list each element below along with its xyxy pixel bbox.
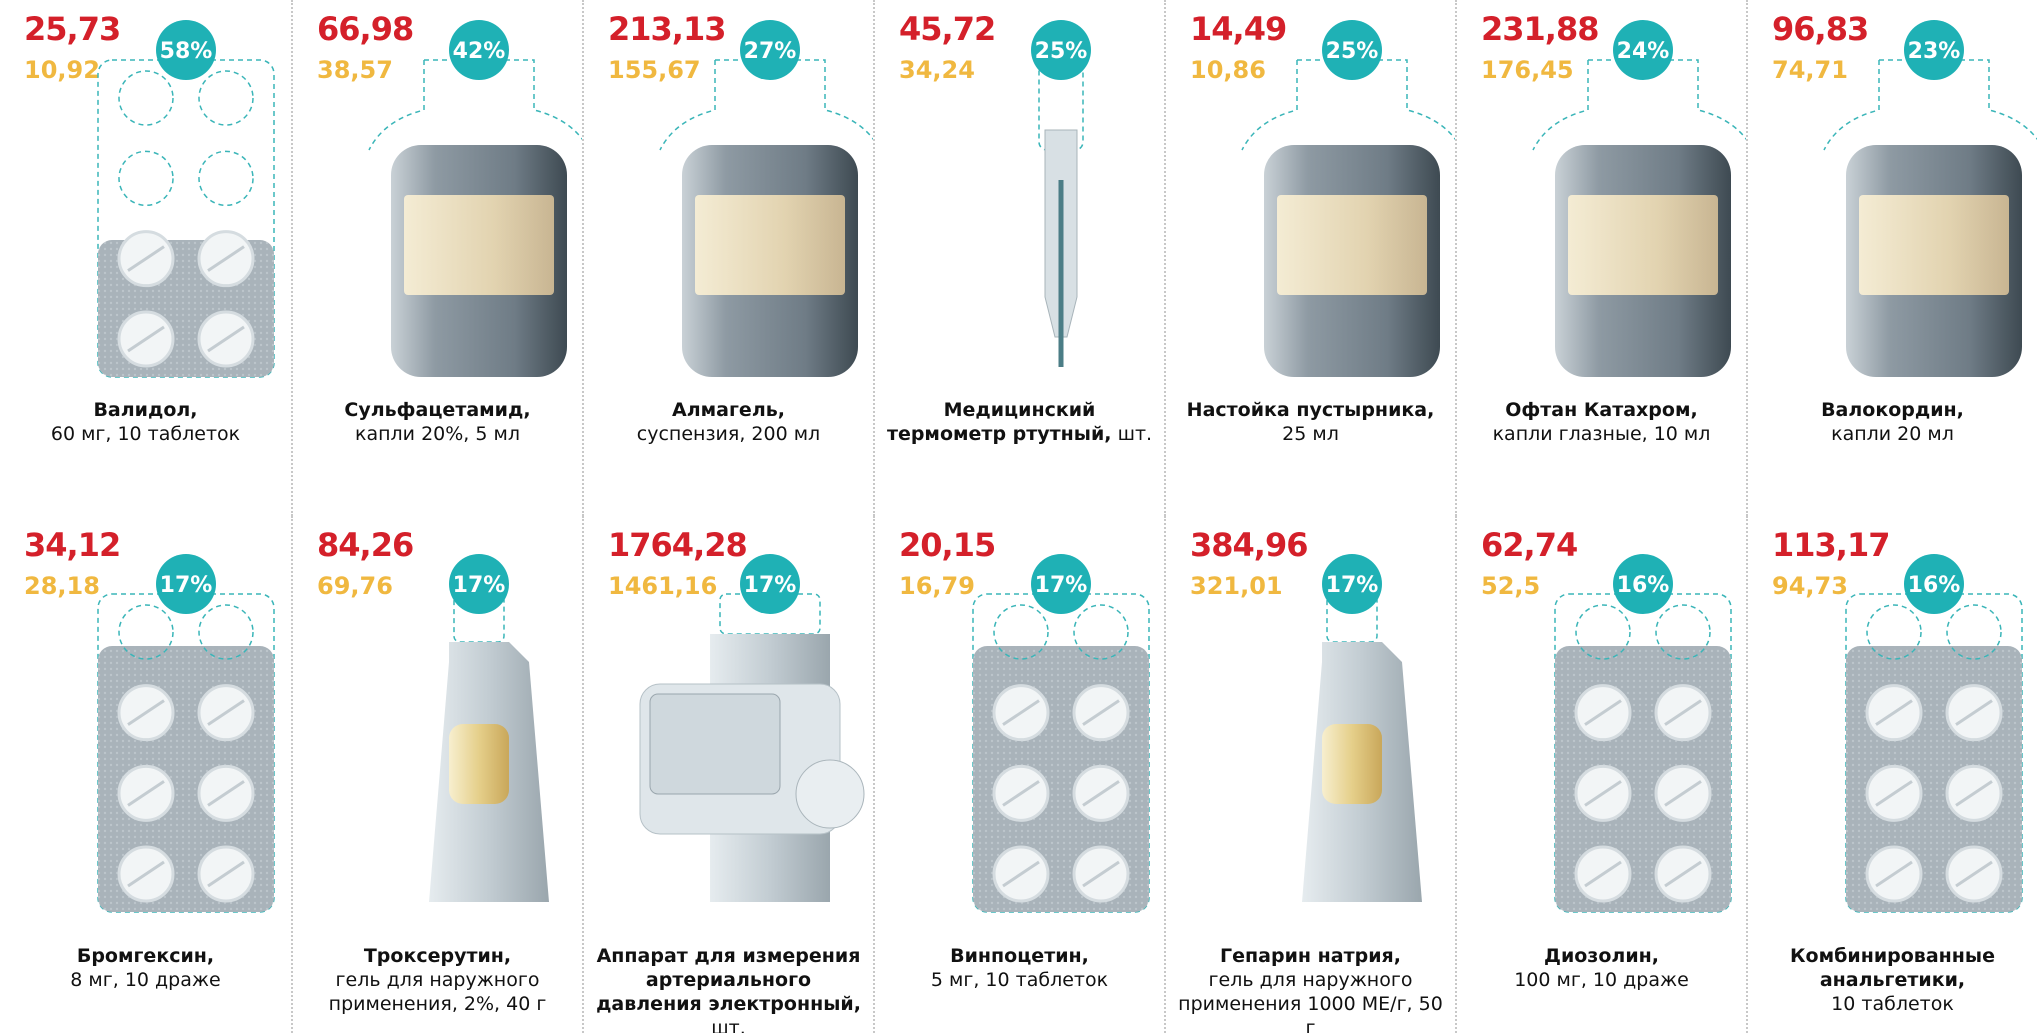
item-card: 96,8374,7123%Валокордин, капли 20 мл	[1746, 0, 2037, 516]
item-name: Гепарин натрия,	[1220, 945, 1401, 967]
bottle-label	[695, 195, 845, 295]
bottle-label	[1277, 195, 1427, 295]
caption: Настойка пустырника, 25 мл	[1176, 398, 1445, 446]
caption: Троксерутин, гель для наружного применен…	[303, 944, 572, 1016]
caption: Сульфацетамид, капли 20%, 5 мл	[303, 398, 572, 446]
item-name: Комбинированные анальгетики,	[1790, 945, 1995, 991]
percent-label: 25%	[1035, 39, 1088, 64]
infographic: 25,7310,9258%Валидол, 60 мг, 10 таблеток…	[0, 0, 2037, 1033]
item-name: Медицинский термометр ртутный,	[887, 399, 1112, 445]
item-detail: 10 таблеток	[1758, 992, 2027, 1016]
item-name: Бромгексин,	[77, 945, 214, 967]
item-card: 14,4910,8625%Настойка пустырника, 25 мл	[1164, 0, 1455, 516]
device-screen	[650, 694, 780, 794]
percent-label: 17%	[160, 573, 213, 598]
item-card: 213,13155,6727%Алмагель, суспензия, 200 …	[582, 0, 873, 516]
caption: Алмагель, суспензия, 200 мл	[594, 398, 863, 446]
item-name: Алмагель,	[672, 399, 785, 421]
item-detail: шт.	[1118, 423, 1153, 445]
percent-label: 23%	[1908, 39, 1961, 64]
percent-label: 17%	[1326, 573, 1379, 598]
item-name: Диозолин,	[1544, 945, 1659, 967]
item-detail: шт.	[711, 1017, 746, 1033]
item-name: Винпоцетин,	[950, 945, 1089, 967]
pill-outline	[119, 71, 173, 125]
percent-label: 42%	[453, 39, 506, 64]
item-card: 66,9838,5742%Сульфацетамид, капли 20%, 5…	[291, 0, 582, 516]
item-detail: 25 мл	[1176, 422, 1445, 446]
item-name: Офтан Катахром,	[1505, 399, 1697, 421]
item-card: 20,1516,7917%Винпоцетин, 5 мг, 10 таблет…	[873, 516, 1164, 1033]
pill-outline	[199, 151, 253, 205]
item-detail: капли 20%, 5 мл	[303, 422, 572, 446]
caption: Диозолин, 100 мг, 10 драже	[1467, 944, 1736, 992]
item-detail: суспензия, 200 мл	[594, 422, 863, 446]
device-button	[796, 760, 864, 828]
item-detail: гель для наружного применения, 2%, 40 г	[303, 968, 572, 1016]
item-detail: 8 мг, 10 драже	[10, 968, 281, 992]
item-name: Троксерутин,	[364, 945, 511, 967]
item-name: Настойка пустырника,	[1187, 399, 1435, 421]
percent-label: 27%	[744, 39, 797, 64]
percent-label: 25%	[1326, 39, 1379, 64]
item-detail: 100 мг, 10 драже	[1467, 968, 1736, 992]
caption: Валидол, 60 мг, 10 таблеток	[10, 398, 281, 446]
pill-outline	[119, 151, 173, 205]
item-detail: капли глазные, 10 мл	[1467, 422, 1736, 446]
caption: Гепарин натрия, гель для наружного приме…	[1176, 944, 1445, 1033]
bottle-label	[1568, 195, 1718, 295]
item-card: 231,88176,4524%Офтан Катахром, капли гла…	[1455, 0, 1746, 516]
item-name: Сульфацетамид,	[344, 399, 530, 421]
caption: Медицинский термометр ртутный, шт.	[885, 398, 1154, 446]
percent-label: 58%	[160, 39, 213, 64]
caption: Бромгексин, 8 мг, 10 драже	[10, 944, 281, 992]
item-card: 384,96321,0117%Гепарин натрия, гель для …	[1164, 516, 1455, 1033]
caption: Офтан Катахром, капли глазные, 10 мл	[1467, 398, 1736, 446]
percent-label: 17%	[744, 573, 797, 598]
percent-label: 16%	[1617, 573, 1670, 598]
item-detail: 5 мг, 10 таблеток	[885, 968, 1154, 992]
percent-label: 17%	[1035, 573, 1088, 598]
percent-label: 16%	[1908, 573, 1961, 598]
item-name: Аппарат для измерения артериального давл…	[596, 945, 861, 1015]
pill-outline	[199, 71, 253, 125]
tube-label	[449, 724, 509, 804]
item-name: Валидол,	[93, 399, 197, 421]
bottle-label	[404, 195, 554, 295]
item-detail: капли 20 мл	[1758, 422, 2027, 446]
tube-label	[1322, 724, 1382, 804]
caption: Аппарат для измерения артериального давл…	[594, 944, 863, 1033]
percent-label: 17%	[453, 573, 506, 598]
bottle-label	[1859, 195, 2009, 295]
percent-label: 24%	[1617, 39, 1670, 64]
caption: Винпоцетин, 5 мг, 10 таблеток	[885, 944, 1154, 992]
caption: Комбинированные анальгетики, 10 таблеток	[1758, 944, 2027, 1016]
item-name: Валокордин,	[1821, 399, 1964, 421]
caption: Валокордин, капли 20 мл	[1758, 398, 2027, 446]
item-detail: 60 мг, 10 таблеток	[10, 422, 281, 446]
item-detail: гель для наружного применения 1000 МЕ/г,…	[1176, 968, 1445, 1033]
